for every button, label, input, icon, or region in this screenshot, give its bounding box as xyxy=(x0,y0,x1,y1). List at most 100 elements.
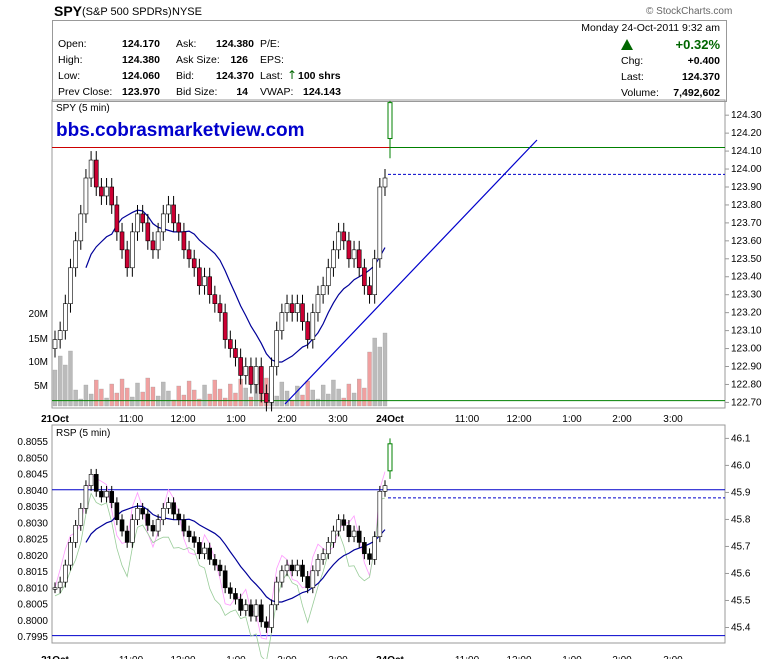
spy-candle xyxy=(130,231,135,269)
spy-candle xyxy=(145,222,151,242)
spy-candle xyxy=(295,303,300,313)
rsp-candle xyxy=(160,508,166,521)
spy-candle xyxy=(119,231,125,251)
x-axis-label: 24Oct xyxy=(376,414,404,425)
trendline xyxy=(284,139,538,405)
ticker-name: (S&P 500 SPDRs) xyxy=(82,6,172,18)
rsp-candle xyxy=(279,570,285,583)
rsp-candle xyxy=(191,536,197,543)
rsp-candle xyxy=(78,508,84,526)
x-axis-label: 1:00 xyxy=(226,414,246,425)
rsp-left-tick-label: 0.8030 xyxy=(17,518,48,529)
spy-y-tick-label: 124.30 xyxy=(731,110,762,121)
rsp-panel-title: RSP (5 min) xyxy=(56,428,110,439)
x-axis-label: 1:00 xyxy=(562,414,582,425)
spy-y-tick-label: 123.30 xyxy=(731,290,762,301)
last2-label: Last: xyxy=(621,71,644,83)
spy-candle xyxy=(362,267,367,287)
rsp-candle xyxy=(341,519,347,526)
x-axis-label: 3:00 xyxy=(663,414,683,425)
spy-candle xyxy=(320,285,326,295)
pct-change: +0.32% xyxy=(675,37,720,52)
spy-volume-bar xyxy=(377,346,382,407)
spy-volume-bar xyxy=(228,383,233,407)
spy-candle xyxy=(351,249,357,260)
high-value: 124.380 xyxy=(122,54,160,66)
rsp-candle xyxy=(320,553,326,560)
prev-close-value: 123.970 xyxy=(122,86,160,98)
spy-volume-bar xyxy=(104,397,109,407)
x-axis-label: 12:00 xyxy=(170,655,195,659)
spy-y-tick-label: 123.70 xyxy=(731,218,762,229)
spy-volume-bar xyxy=(243,387,248,407)
rsp-overlay-green xyxy=(54,492,386,659)
spy-candle xyxy=(300,303,305,322)
rsp-candle xyxy=(284,564,290,572)
rsp-candle xyxy=(83,485,89,509)
spy-candle xyxy=(150,240,156,251)
rsp-candle xyxy=(202,547,207,555)
rsp-left-tick-label: 0.8055 xyxy=(17,437,48,448)
rsp-candle xyxy=(99,491,104,498)
spy-candle xyxy=(155,231,161,251)
rsp-y-tick-label: 45.9 xyxy=(731,487,751,498)
spy-volume-bar xyxy=(382,332,388,407)
spy-candle xyxy=(186,249,192,260)
vwap-value: 124.143 xyxy=(303,86,341,98)
x-axis-label: 12:00 xyxy=(170,414,195,425)
x-axis-label: 11:00 xyxy=(455,655,480,659)
spy-y-tick-label: 122.90 xyxy=(731,362,762,373)
spy-candle xyxy=(57,330,63,340)
spy-volume-bar xyxy=(161,381,166,407)
prev-close-label: Prev Close: xyxy=(58,86,113,98)
spy-volume-bar xyxy=(326,393,331,407)
spy-candle xyxy=(274,330,280,367)
spy-volume-bar xyxy=(305,380,310,407)
last-label: Last: xyxy=(260,70,283,82)
last2-value: 124.370 xyxy=(682,71,720,83)
rsp-candle xyxy=(93,474,99,492)
rsp-candle xyxy=(367,553,372,560)
spy-volume-bar xyxy=(197,398,202,407)
ask-value: 124.380 xyxy=(216,38,254,50)
spy-y-tick-label: 123.80 xyxy=(731,200,762,211)
spy-y-tick-label: 123.00 xyxy=(731,344,762,355)
spy-candle xyxy=(258,366,264,394)
rsp-candle xyxy=(109,491,115,503)
today-candle xyxy=(387,102,393,140)
spy-candle xyxy=(325,267,331,287)
spy-volume-bar xyxy=(99,388,104,407)
rsp-y-tick-label: 45.4 xyxy=(731,622,751,633)
spy-panel-frame xyxy=(51,99,726,409)
spy-y-tick-label: 123.90 xyxy=(731,182,762,193)
x-axis-label: 21Oct xyxy=(41,414,69,425)
spy-candle xyxy=(207,276,212,295)
spy-y-tick-label: 124.20 xyxy=(731,128,762,139)
spy-candle xyxy=(176,222,182,233)
spy-candle xyxy=(181,231,187,251)
spy-candle xyxy=(336,231,341,251)
rsp-candle xyxy=(233,593,238,600)
rsp-candle xyxy=(176,513,182,521)
spy-y-tick-label: 122.70 xyxy=(731,397,762,408)
spy-volume-bar xyxy=(248,396,254,407)
spy-volume-bar xyxy=(78,398,83,407)
spy-volume-bar xyxy=(223,397,228,407)
spy-volume-bar xyxy=(346,383,352,407)
spy-y-tick-label: 124.10 xyxy=(731,146,762,157)
spy-volume-bar xyxy=(88,393,94,407)
rsp-candle xyxy=(212,559,218,566)
rsp-moving-average xyxy=(85,505,386,603)
rsp-candle xyxy=(181,519,187,532)
rsp-today-candle xyxy=(387,443,393,472)
spy-volume-bar xyxy=(320,384,326,407)
rsp-candle xyxy=(63,564,68,583)
volume-tick-label: 5M xyxy=(34,381,48,392)
ask-size-label: Ask Size: xyxy=(176,54,220,66)
bid-size-value: 14 xyxy=(236,86,248,98)
spy-candle xyxy=(228,339,233,349)
spy-candle xyxy=(104,186,109,197)
rsp-candle xyxy=(372,536,377,560)
rsp-candle xyxy=(346,525,352,538)
